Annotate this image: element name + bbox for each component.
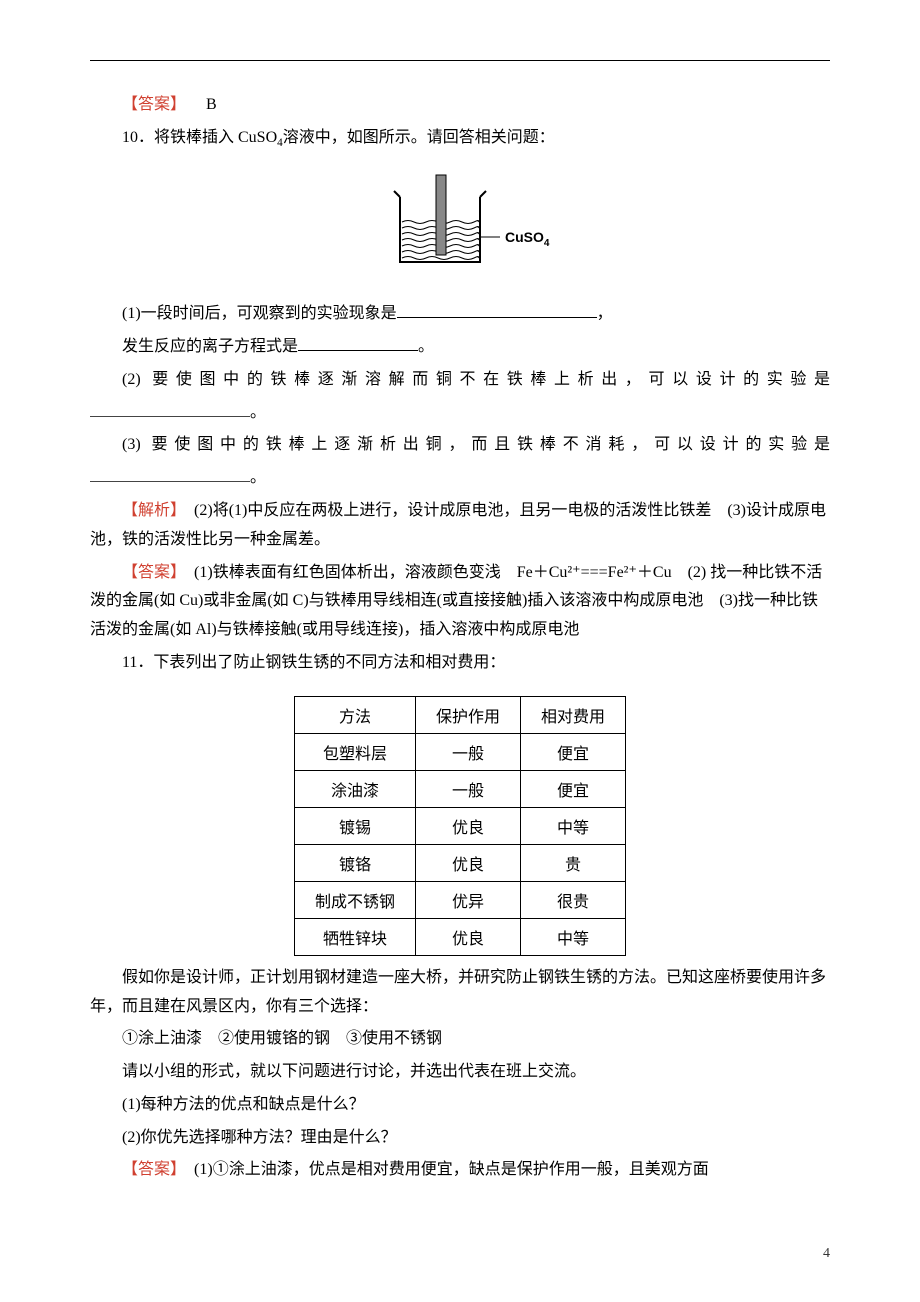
q11-options: ①涂上油漆 ②使用镀铬的钢 ③使用不锈钢 [90,1025,830,1054]
q9-answer-text: B [190,96,217,113]
beaker-figure: CuSO4 [90,167,830,282]
blank-field [397,302,597,318]
q10-2-line2: 。 [90,399,830,428]
q11-answer: 【答案】 (1)①涂上油漆，优点是相对费用便宜，缺点是保护作用一般，且美观方面 [90,1156,830,1185]
q10-2-line1: (2) 要使图中的铁棒逐渐溶解而铜不在铁棒上析出，可以设计的实验是 [90,366,830,395]
q10-intro-b: 溶液中，如图所示。请回答相关问题： [283,129,555,146]
table-cell: 镀锡 [294,807,415,844]
q10-1-line1: (1)一段时间后，可观察到的实验现象是 ， [90,300,830,329]
q11-p1: 假如你是设计师，正计划用钢材建造一座大桥，并研究防止钢铁生锈的方法。已知这座桥要… [90,964,830,1022]
answer-label: 【答案】 [122,564,178,581]
top-rule [90,60,830,61]
q11-p2: 请以小组的形式，就以下问题进行讨论，并选出代表在班上交流。 [90,1058,830,1087]
q10-3b: 。 [250,469,266,486]
table-cell: 制成不锈钢 [294,881,415,918]
table-header-cell: 保护作用 [415,696,520,733]
blank-field [90,401,250,417]
table-cell: 中等 [521,807,626,844]
q11-intro: 11．下表列出了防止钢铁生锈的不同方法和相对费用： [90,649,830,678]
q10-2b: 。 [250,404,266,421]
q10-explain: 【解析】 (2)将(1)中反应在两极上进行，设计成原电池，且另一电极的活泼性比铁… [90,497,830,555]
q10-answer: 【答案】 (1)铁棒表面有红色固体析出，溶液颜色变浅 Fe＋Cu²⁺===Fe²… [90,559,830,645]
table-cell: 便宜 [521,770,626,807]
table-cell: 中等 [521,918,626,955]
table-cell: 便宜 [521,733,626,770]
table-row: 包塑料层 一般 便宜 [294,733,625,770]
table-cell: 优良 [415,844,520,881]
table-row: 牺牲锌块 优良 中等 [294,918,625,955]
table-cell: 镀铬 [294,844,415,881]
q10-1b: ， [597,305,613,322]
table-cell: 优异 [415,881,520,918]
page-content: 【答案】 B 10．将铁棒插入 CuSO4溶液中，如图所示。请回答相关问题： C… [0,0,920,1229]
q11-q2: (2)你优先选择哪种方法？理由是什么？ [90,1124,830,1153]
beaker-icon: CuSO4 [360,167,560,277]
table-cell: 优良 [415,918,520,955]
q11-p2-text: 请以小组的形式，就以下问题进行讨论，并选出代表在班上交流。 [122,1063,586,1080]
table-cell: 牺牲锌块 [294,918,415,955]
q11-q2-text: (2)你优先选择哪种方法？理由是什么？ [122,1129,397,1146]
table-row: 镀锡 优良 中等 [294,807,625,844]
table-cell: 一般 [415,770,520,807]
table-header-cell: 方法 [294,696,415,733]
table-row: 涂油漆 一般 便宜 [294,770,625,807]
q10-3-line2: 。 [90,464,830,493]
q9-answer-line: 【答案】 B [90,91,830,120]
q10-3a: (3) 要使图中的铁棒上逐渐析出铜，而且铁棒不消耗，可以设计的实验是 [122,436,830,453]
q11-answer-text: (1)①涂上油漆，优点是相对费用便宜，缺点是保护作用一般，且美观方面 [194,1161,709,1178]
q11-intro-text: 11．下表列出了防止钢铁生锈的不同方法和相对费用： [122,654,505,671]
q10-intro: 10．将铁棒插入 CuSO4溶液中，如图所示。请回答相关问题： [90,124,830,153]
q10-explain-text: (2)将(1)中反应在两极上进行，设计成原电池，且另一电极的活泼性比铁差 (3)… [90,502,826,548]
cuso4-label: CuSO4 [505,229,550,249]
table-cell: 包塑料层 [294,733,415,770]
q10-1-line2: 发生反应的离子方程式是 。 [90,333,830,362]
table-cell: 贵 [521,844,626,881]
table-row: 镀铬 优良 贵 [294,844,625,881]
methods-table-wrap: 方法 保护作用 相对费用 包塑料层 一般 便宜 涂油漆 一般 便宜 镀锡 优良 … [90,696,830,956]
answer-label: 【答案】 [122,96,186,113]
table-cell: 优良 [415,807,520,844]
q10-1c: 发生反应的离子方程式是 [122,338,298,355]
table-row-header: 方法 保护作用 相对费用 [294,696,625,733]
q11-q1: (1)每种方法的优点和缺点是什么？ [90,1091,830,1120]
q10-3-line1: (3) 要使图中的铁棒上逐渐析出铜，而且铁棒不消耗，可以设计的实验是 [90,431,830,460]
q10-answer-text: (1)铁棒表面有红色固体析出，溶液颜色变浅 Fe＋Cu²⁺===Fe²⁺＋Cu … [90,564,822,639]
table-cell: 一般 [415,733,520,770]
q10-2a: (2) 要使图中的铁棒逐渐溶解而铜不在铁棒上析出，可以设计的实验是 [122,371,830,388]
blank-field [90,466,250,482]
table-cell: 涂油漆 [294,770,415,807]
table-cell: 很贵 [521,881,626,918]
page-number: 4 [823,1246,830,1262]
answer-label: 【答案】 [122,1161,178,1178]
q10-1d: 。 [418,338,434,355]
q10-intro-a: 10．将铁棒插入 CuSO [122,129,277,146]
q11-p1-text: 假如你是设计师，正计划用钢材建造一座大桥，并研究防止钢铁生锈的方法。已知这座桥要… [90,969,826,1015]
table-row: 制成不锈钢 优异 很贵 [294,881,625,918]
q10-1a: (1)一段时间后，可观察到的实验现象是 [122,305,397,322]
explain-label: 【解析】 [122,502,178,519]
q11-q1-text: (1)每种方法的优点和缺点是什么？ [122,1096,365,1113]
blank-field [298,335,418,351]
q11-options-text: ①涂上油漆 ②使用镀铬的钢 ③使用不锈钢 [122,1030,442,1047]
methods-table: 方法 保护作用 相对费用 包塑料层 一般 便宜 涂油漆 一般 便宜 镀锡 优良 … [294,696,626,956]
table-header-cell: 相对费用 [521,696,626,733]
